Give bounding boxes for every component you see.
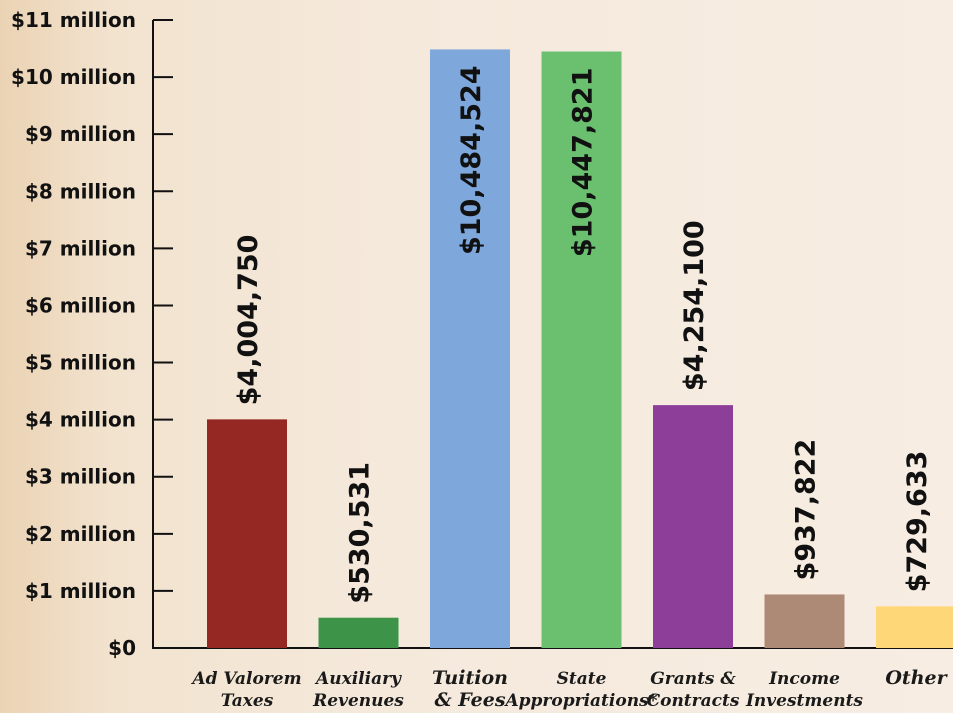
y-tick-label: $8 million [25,179,136,203]
bar-value-label: $530,531 [345,462,376,604]
bars [207,49,953,648]
bar [318,617,399,648]
y-tick-label: $9 million [25,122,136,146]
y-tick-label: $0 [108,636,136,660]
category-label-line: Auxiliary [314,669,402,689]
category-label-line: Tuition [432,667,508,689]
bar-value-label: $10,484,524 [456,65,487,255]
category-label-line: & Fees [434,689,505,711]
category-label-line: Other [885,667,948,689]
bar [764,594,845,648]
y-tick-label: $10 million [11,65,136,89]
y-tick-label: $4 million [25,408,136,432]
y-tick-label: $6 million [25,293,136,317]
category-label: Other [885,667,948,689]
bar [541,51,622,648]
category-label: Grants & Contracts [647,669,740,711]
y-tick-label: $7 million [25,236,136,260]
y-tick-label: $1 million [25,579,136,603]
y-tick-label: $5 million [25,351,136,375]
category-label-line: Grants & [650,669,736,689]
y-tick-label: $3 million [25,465,136,489]
y-tick-label: $11 million [11,8,136,32]
category-labels: Ad Valorem Taxes Auxiliary Revenues Tuition &… [190,667,948,711]
category-label: Tuition & Fees [432,667,508,711]
bar [876,606,953,648]
bar [430,49,510,648]
bar [207,419,287,648]
category-label-line: Revenues [312,691,404,711]
bar-value-label: $4,254,100 [679,220,710,391]
category-label: Income Investments [745,669,863,711]
category-label-line: Contracts [647,691,740,711]
bar-value-label: $4,004,750 [233,235,264,406]
category-label-line: Appropriations* [503,691,657,711]
bar [653,405,733,648]
category-label: State Appropriations* [503,669,657,711]
y-axis: $0 $1 million $2 million $3 million $4 milli… [11,8,953,660]
category-label: Ad Valorem Taxes [190,669,301,711]
category-label: Auxiliary Revenues [312,669,404,711]
value-labels: $4,004,750 $530,531 $10,484,524 $10,447,821… [233,65,933,603]
category-label-line: State [557,669,607,689]
y-tick-label: $2 million [25,522,136,546]
category-label-line: Ad Valorem [190,669,301,689]
category-label-line: Taxes [221,691,274,711]
bar-value-label: $937,822 [791,439,822,581]
category-label-line: Income [768,669,840,689]
bar-value-label: $10,447,821 [568,68,599,258]
bar-value-label: $729,633 [902,451,933,593]
category-label-line: Investments [745,691,863,711]
